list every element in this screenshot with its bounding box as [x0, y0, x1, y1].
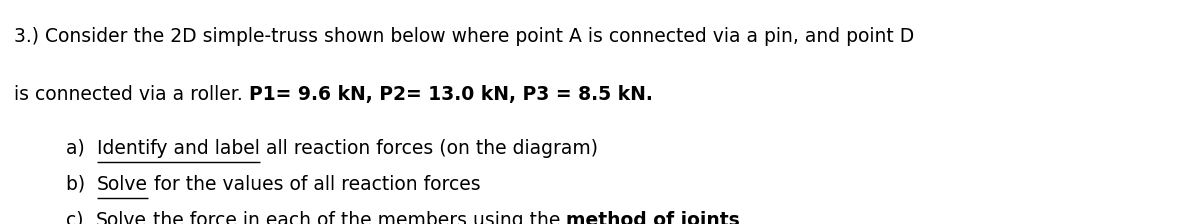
Text: 3.) Consider the 2D simple-truss shown below where point A is connected via a pi: 3.) Consider the 2D simple-truss shown b…: [14, 27, 914, 46]
Text: method of joints: method of joints: [566, 211, 739, 224]
Text: for the values of all reaction forces: for the values of all reaction forces: [148, 175, 481, 194]
Text: a): a): [66, 139, 97, 158]
Text: the force in each of the members using the: the force in each of the members using t…: [146, 211, 566, 224]
Text: b): b): [66, 175, 97, 194]
Text: Solve: Solve: [96, 211, 146, 224]
Text: all reaction forces (on the diagram): all reaction forces (on the diagram): [259, 139, 598, 158]
Text: c): c): [66, 211, 96, 224]
Text: Identify and label: Identify and label: [97, 139, 259, 158]
Text: Solve: Solve: [97, 175, 148, 194]
Text: is connected via a roller.: is connected via a roller.: [14, 85, 250, 104]
Text: P1= 9.6 kN, P2= 13.0 kN, P3 = 8.5 kN.: P1= 9.6 kN, P2= 13.0 kN, P3 = 8.5 kN.: [250, 85, 653, 104]
